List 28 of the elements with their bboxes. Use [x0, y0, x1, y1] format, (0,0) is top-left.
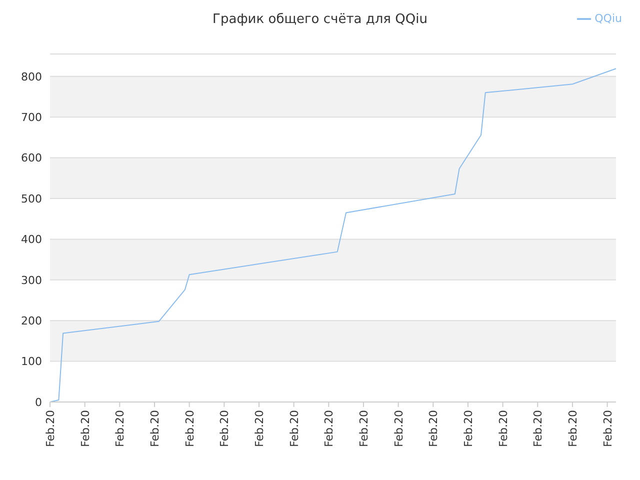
- x-tick-label: Feb.20: [566, 410, 580, 447]
- x-tick-label: Feb.20: [78, 410, 92, 447]
- y-tick-label: 600: [21, 152, 42, 165]
- y-tick-label: 700: [21, 110, 42, 124]
- x-tick-label: Feb.20: [427, 410, 440, 447]
- x-tick-label: Feb.20: [322, 410, 336, 447]
- x-tick-label: Feb.20: [462, 410, 475, 447]
- x-tick-label: Feb.20: [496, 410, 510, 447]
- x-tick-label: Feb.20: [288, 410, 301, 447]
- y-tick-label: 200: [21, 314, 42, 328]
- y-tick-label: 100: [21, 355, 42, 368]
- x-tick-label: Feb.20: [114, 410, 127, 447]
- x-tick-label: Feb.20: [532, 410, 545, 447]
- y-tick-label: 300: [21, 274, 42, 287]
- x-tick-label: Feb.20: [357, 410, 370, 447]
- x-tick-label: Feb.20: [148, 410, 162, 447]
- x-tick-label: Feb.20: [183, 410, 196, 447]
- x-tick-label: Feb.20: [601, 410, 614, 447]
- x-tick-label: Feb.20: [44, 410, 57, 447]
- y-tick-label: 0: [35, 396, 42, 409]
- legend-label: QQiu: [594, 12, 622, 26]
- y-tick-label: 400: [21, 233, 42, 246]
- y-tick-label: 800: [21, 70, 42, 84]
- chart-title: График общего счёта для QQiu: [212, 12, 428, 27]
- x-tick-label: Feb.20: [392, 410, 406, 447]
- x-tick-label: Feb.20: [218, 410, 232, 447]
- y-tick-label: 500: [21, 192, 42, 206]
- x-tick-label: Feb.20: [252, 410, 266, 447]
